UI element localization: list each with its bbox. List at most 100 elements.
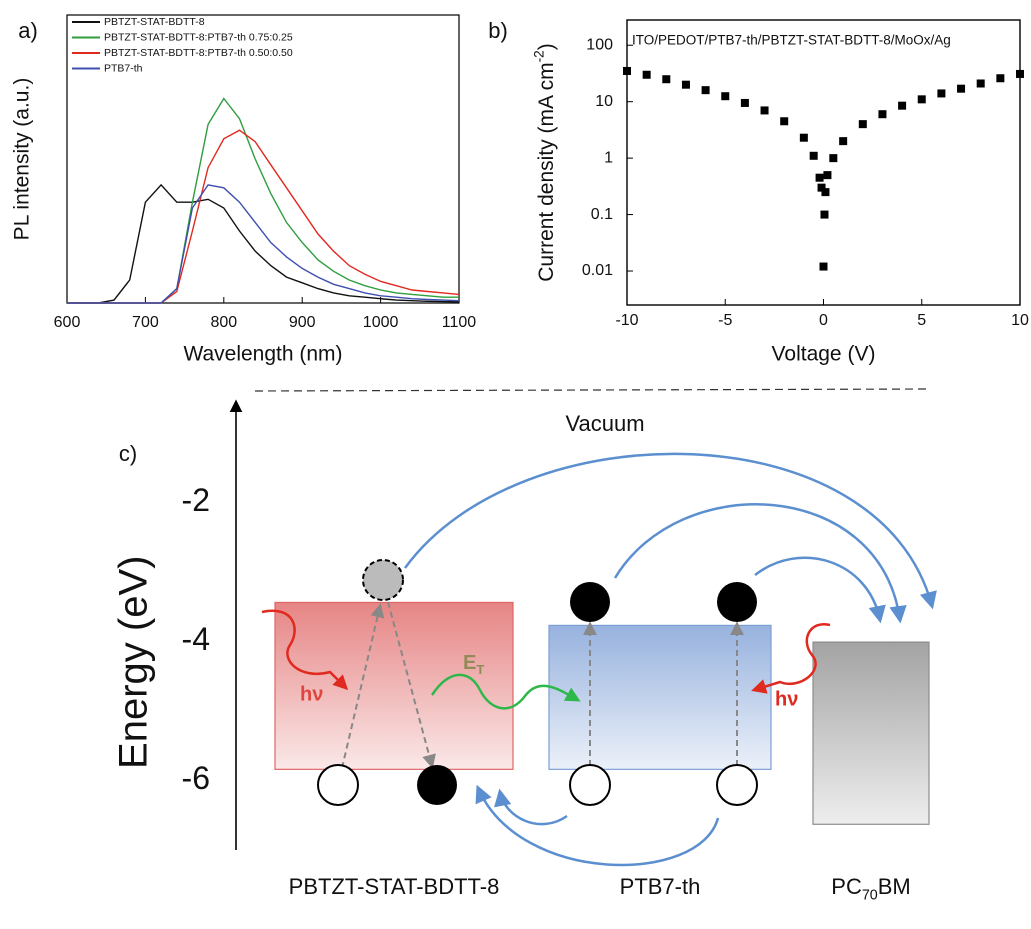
y-axis-label: Energy (eV) [112, 556, 156, 769]
material-label: PBTZT-STAT-BDTT-8 [289, 874, 500, 899]
y-tick-label: 0.1 [591, 206, 613, 223]
x-axis-label: Wavelength (nm) [183, 343, 342, 366]
text-part: -2 [531, 50, 546, 62]
data-point [878, 110, 887, 119]
panel-label: a) [18, 18, 38, 43]
x-tick-label: 800 [210, 314, 237, 331]
x-tick-label: 700 [132, 314, 159, 331]
photon-label: hν [775, 688, 798, 710]
data-point [642, 70, 651, 79]
text-part: BM [878, 874, 911, 899]
electron-transfer-arrow [613, 503, 907, 624]
data-point [701, 86, 710, 95]
electron-transfer-arrow [403, 452, 937, 610]
data-point [740, 98, 749, 107]
panel-label: b) [488, 18, 508, 43]
plot-frame [626, 19, 1021, 306]
x-axis-label: Voltage (V) [772, 343, 876, 366]
data-point [996, 74, 1005, 83]
data-point [819, 262, 828, 271]
electron-transfer-arrow [754, 556, 886, 624]
y-axis-label: PL intensity (a.u.) [11, 78, 34, 241]
data-point [957, 84, 966, 93]
hole [317, 764, 359, 806]
series-line [67, 97, 459, 304]
diagram-decoration [254, 388, 931, 392]
photon-arrow [751, 622, 831, 694]
text-part: PBTZT-STAT-BDTT-8 [289, 874, 500, 899]
legend-label: PBTZT-STAT-BDTT-8 [104, 16, 205, 28]
y-tick-label: 1 [604, 149, 613, 166]
legend-label: PBTZT-STAT-BDTT-8:PTB7-th 0.75:0.25 [104, 31, 293, 43]
data-point [829, 154, 838, 163]
y-tick-label: 10 [595, 93, 613, 110]
hole-transfer-arrow [494, 788, 568, 826]
electron [570, 582, 610, 622]
data-point [1016, 69, 1024, 78]
energy-level-box [548, 624, 772, 770]
text-part: Current density (mA cm [535, 62, 558, 281]
photon-arrow [261, 609, 349, 691]
diagram-arrows [261, 452, 937, 867]
text-part: PC [831, 874, 862, 899]
annotation: ITO/PEDOT/PTB7-th/PBTZT-STAT-BDTT-8/MoOx… [632, 33, 951, 48]
hole [569, 764, 611, 806]
data-point [815, 173, 824, 182]
hole [716, 764, 758, 806]
y-tick-label: 100 [586, 36, 613, 53]
material-label: PC70BM [831, 874, 910, 904]
text-part: ) [535, 43, 558, 50]
data-point [817, 183, 826, 192]
relaxation-arrow [387, 601, 436, 769]
x-tick-label: -5 [718, 312, 732, 329]
data-point [820, 210, 829, 219]
hole-transfer-arrow [475, 784, 720, 867]
electron [417, 765, 457, 805]
x-tick-label: 0 [819, 312, 828, 329]
data-point [799, 133, 808, 142]
data-point [721, 92, 730, 101]
data-point [858, 120, 867, 129]
data-point [681, 80, 690, 89]
energy-level-box [812, 641, 930, 825]
data-point [976, 79, 985, 88]
data-point [898, 101, 907, 110]
electron [717, 582, 757, 622]
excitation-arrow [341, 603, 385, 769]
data-point [821, 188, 830, 197]
x-tick-label: 600 [54, 314, 81, 331]
vacuum-line [254, 388, 931, 392]
text-part: PTB7-th [620, 874, 701, 899]
text-part: 70 [862, 887, 878, 903]
x-tick-label: 5 [917, 312, 926, 329]
data-point [937, 89, 946, 98]
data-point [780, 117, 789, 126]
data-point [662, 75, 671, 84]
x-tick-label: 900 [289, 314, 316, 331]
series-line [67, 184, 460, 304]
material-label: PTB7-th [620, 874, 701, 899]
excited-electron [362, 559, 404, 601]
legend-label: PBTZT-STAT-BDTT-8:PTB7-th 0.50:0.50 [104, 47, 293, 59]
energy-transfer-arrow [430, 673, 581, 710]
plot-frame [66, 14, 460, 304]
x-tick-label: 10 [1011, 312, 1029, 329]
vacuum-label: Vacuum [565, 411, 644, 436]
data-point [823, 171, 832, 180]
y-tick-label: -6 [182, 760, 210, 796]
series-line [67, 129, 460, 304]
data-point [839, 137, 848, 146]
y-tick-label: -2 [182, 482, 210, 518]
data-point [809, 151, 818, 160]
x-tick-label: -10 [615, 312, 638, 329]
legend-label: PTB7-th [104, 62, 143, 74]
x-tick-label: 1000 [363, 314, 399, 331]
y-tick-label: 0.01 [582, 262, 613, 279]
energy-level-box [274, 601, 514, 770]
series-line [67, 183, 460, 304]
panel-label: c) [119, 441, 137, 466]
y-axis-label: Current density (mA cm-2) [531, 43, 557, 282]
data-point [623, 66, 631, 75]
